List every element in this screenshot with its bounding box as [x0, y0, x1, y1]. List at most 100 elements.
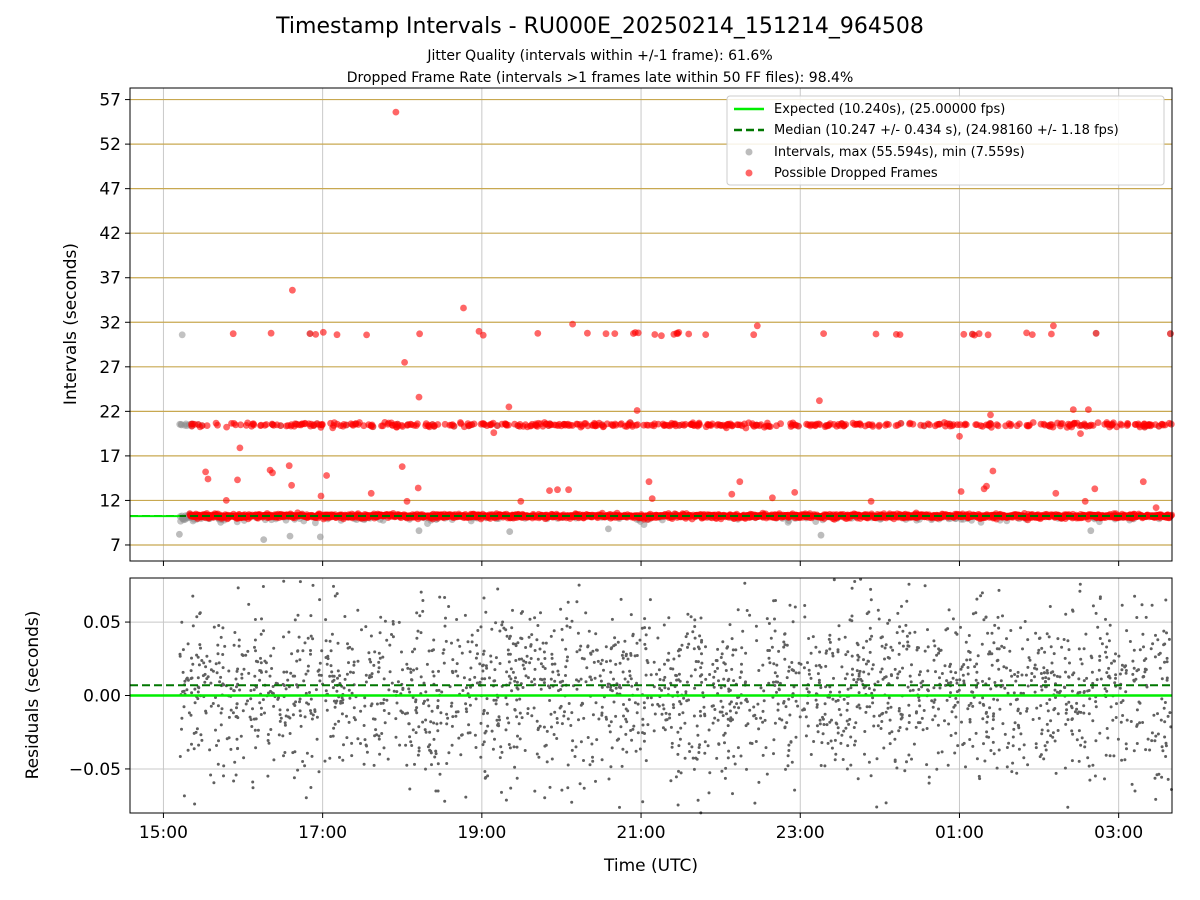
residual-point	[683, 721, 687, 725]
residual-point	[1037, 648, 1041, 652]
residual-point	[1045, 722, 1049, 726]
residual-point	[1023, 620, 1027, 623]
residual-point	[424, 730, 428, 734]
residual-point	[812, 740, 816, 743]
residual-point	[699, 714, 703, 718]
residual-point	[589, 652, 593, 656]
residual-point	[195, 653, 199, 657]
residual-point	[839, 741, 843, 745]
residual-point	[985, 730, 989, 734]
intervals-y-tick-label: 57	[99, 91, 121, 111]
residual-point	[992, 697, 996, 701]
dropped-frame-outlier-point	[987, 411, 994, 419]
residual-point	[1117, 654, 1121, 658]
residual-point	[1069, 704, 1073, 708]
residual-point	[1011, 735, 1015, 739]
residual-point	[671, 703, 675, 707]
residual-point	[699, 666, 703, 670]
residual-point	[314, 688, 318, 692]
residual-point	[708, 673, 712, 676]
residual-point	[762, 699, 766, 703]
residual-point	[441, 651, 445, 655]
residual-point	[497, 724, 501, 728]
residual-point	[450, 701, 454, 705]
residual-point	[305, 751, 309, 755]
residual-point	[1124, 669, 1128, 672]
residual-point	[222, 774, 225, 778]
residual-point	[912, 742, 916, 746]
residual-point	[234, 773, 238, 777]
residual-point	[845, 767, 849, 771]
residual-point	[1083, 740, 1087, 744]
residual-point	[884, 801, 888, 805]
residual-point	[684, 690, 688, 694]
residual-point	[1083, 745, 1087, 749]
residual-point	[1140, 603, 1144, 607]
residual-point	[1036, 651, 1040, 655]
residual-point	[323, 759, 327, 763]
residual-point	[249, 689, 253, 692]
residual-point	[372, 663, 376, 667]
dropped-frame-outlier-point	[415, 393, 423, 401]
residual-point	[719, 656, 723, 659]
residual-point	[853, 743, 856, 747]
residual-point	[550, 757, 554, 761]
residual-point	[464, 795, 468, 799]
residual-point	[436, 729, 440, 733]
residual-point	[282, 754, 285, 758]
residual-point	[502, 626, 506, 630]
residual-point	[1114, 716, 1118, 719]
residual-point	[605, 660, 608, 664]
residual-point	[700, 680, 704, 684]
residual-point	[1114, 652, 1117, 656]
residual-point	[524, 674, 528, 678]
residual-point	[1071, 609, 1075, 613]
residual-point	[837, 708, 841, 711]
residual-point	[855, 641, 859, 645]
residual-point	[908, 674, 912, 678]
residual-point	[293, 674, 297, 678]
residual-point	[1096, 625, 1100, 629]
residual-point	[545, 760, 549, 764]
residual-point	[253, 728, 257, 732]
residual-point	[248, 715, 252, 719]
residual-point	[577, 583, 581, 587]
residual-point	[839, 713, 843, 717]
residual-point	[428, 730, 432, 734]
residual-point	[731, 653, 735, 657]
residual-point	[422, 681, 426, 685]
residual-point	[636, 687, 639, 691]
residual-point	[525, 654, 529, 658]
residual-point	[761, 753, 765, 757]
residual-point	[891, 648, 895, 652]
residual-point	[759, 716, 763, 720]
intervals-y-tick-label: 22	[99, 402, 121, 422]
residual-point	[1123, 758, 1127, 762]
dropped-frame-outlier-point	[648, 495, 656, 502]
residual-point	[216, 762, 220, 766]
residual-point	[539, 687, 543, 691]
residual-point	[966, 707, 970, 711]
residual-point	[689, 615, 693, 619]
residual-point	[841, 758, 845, 761]
residual-point	[620, 653, 624, 657]
residual-point	[904, 623, 908, 627]
residual-point	[458, 644, 462, 648]
residual-point	[181, 690, 185, 694]
dropped-frame-outlier-point	[367, 489, 375, 497]
residual-point	[1040, 732, 1044, 736]
residual-point	[346, 642, 349, 646]
residual-point	[846, 702, 850, 705]
residual-point	[818, 722, 822, 726]
residual-point	[907, 582, 911, 586]
residual-point	[508, 681, 512, 685]
residual-point	[824, 651, 828, 655]
residual-point	[1021, 647, 1024, 651]
residual-point	[723, 731, 727, 735]
residual-point	[918, 704, 922, 708]
residual-point	[614, 714, 618, 718]
residual-point	[336, 669, 340, 673]
residual-point	[356, 737, 360, 741]
residual-point	[216, 704, 220, 708]
residual-point	[413, 647, 417, 651]
